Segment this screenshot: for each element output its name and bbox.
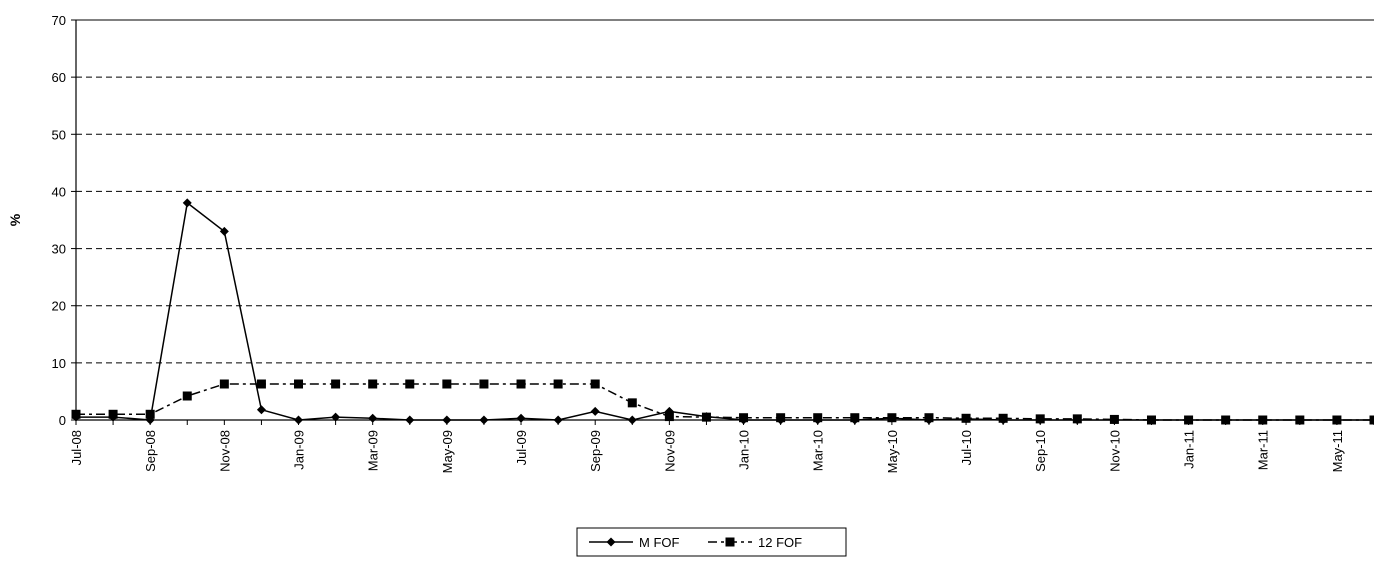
data-point xyxy=(1146,415,1156,425)
x-tick-label: Mar-09 xyxy=(366,430,381,471)
legend-marker xyxy=(725,537,735,547)
series-12-fof xyxy=(71,379,1374,425)
y-tick-label: 30 xyxy=(52,242,66,257)
series-line xyxy=(76,201,1374,421)
x-tick-label: Sep-10 xyxy=(1033,430,1048,472)
legend-item: M FOF xyxy=(589,535,679,550)
data-point xyxy=(479,379,489,389)
y-tick-label: 10 xyxy=(52,356,66,371)
x-tick-label: Sep-09 xyxy=(588,430,603,472)
data-point xyxy=(71,409,81,419)
y-tick-label: 70 xyxy=(52,13,66,28)
x-tick-label: Jul-09 xyxy=(514,430,529,465)
x-tick-label: Nov-09 xyxy=(662,430,677,472)
data-point xyxy=(664,412,674,422)
data-point xyxy=(368,379,378,389)
x-tick-label: Mar-11 xyxy=(1256,430,1271,470)
data-point xyxy=(1295,415,1305,425)
data-point xyxy=(1184,415,1194,425)
data-point xyxy=(887,413,897,423)
data-point xyxy=(108,409,118,419)
gridlines xyxy=(76,19,1374,364)
y-tick-label: 20 xyxy=(52,299,66,314)
x-tick-label: May-09 xyxy=(440,430,455,473)
x-tick-label: Jul-10 xyxy=(959,430,974,465)
data-point xyxy=(256,405,266,415)
x-tick-label: May-10 xyxy=(885,430,900,473)
y-tick-label: 60 xyxy=(52,70,66,85)
data-point xyxy=(1332,415,1342,425)
data-point xyxy=(1369,415,1374,425)
series xyxy=(71,198,1374,425)
x-tick-labels: Jul-08 Sep-08 Nov-08 Jan-09 Mar-09 May-09 Jul-… xyxy=(69,430,1345,473)
series-line xyxy=(76,383,1374,421)
data-point xyxy=(182,391,192,401)
data-point xyxy=(1258,415,1268,425)
axes xyxy=(71,19,1374,425)
data-point xyxy=(294,415,304,425)
legend-marker xyxy=(606,537,616,547)
data-point xyxy=(1109,414,1119,424)
data-point xyxy=(998,413,1008,423)
data-point xyxy=(219,226,229,236)
data-point xyxy=(627,398,637,408)
data-point xyxy=(294,379,304,389)
data-point xyxy=(442,379,452,389)
x-tick-label: Nov-10 xyxy=(1107,430,1122,472)
x-tick-label: Sep-08 xyxy=(143,430,158,472)
data-point xyxy=(553,415,563,425)
x-tick-label: Jan-11 xyxy=(1182,430,1197,469)
data-point xyxy=(961,413,971,423)
data-point xyxy=(479,415,489,425)
data-point xyxy=(405,415,415,425)
data-point xyxy=(368,413,378,423)
data-point xyxy=(590,379,600,389)
data-point xyxy=(256,379,266,389)
legend-label: M FOF xyxy=(639,535,679,550)
data-point xyxy=(776,413,786,423)
data-point xyxy=(405,379,415,389)
data-point xyxy=(1221,415,1231,425)
data-point xyxy=(553,379,563,389)
data-point xyxy=(145,409,155,419)
data-point xyxy=(182,198,192,208)
data-point xyxy=(590,406,600,416)
y-tick-label: 40 xyxy=(52,184,66,199)
legend: M FOF 12 FOF xyxy=(576,527,847,557)
data-point xyxy=(1035,414,1045,424)
x-tick-label: Nov-08 xyxy=(217,430,232,472)
x-tick-label: Mar-10 xyxy=(811,430,826,471)
data-point xyxy=(516,379,526,389)
data-point xyxy=(442,415,452,425)
data-point xyxy=(219,379,229,389)
legend-item: 12 FOF xyxy=(708,535,802,550)
data-point xyxy=(331,412,341,422)
y-tick-label: 50 xyxy=(52,127,66,142)
data-point xyxy=(331,379,341,389)
y-axis-label: % xyxy=(7,213,23,226)
data-point xyxy=(516,413,526,423)
data-point xyxy=(701,412,711,422)
data-point xyxy=(850,413,860,423)
x-tick-label: Jan-09 xyxy=(292,430,307,470)
x-tick-label: Jul-08 xyxy=(69,430,84,465)
data-point xyxy=(1072,414,1082,424)
data-point xyxy=(739,413,749,423)
data-point xyxy=(813,413,823,423)
data-point xyxy=(924,413,934,423)
y-tick-labels: 0 10 20 30 40 50 60 70 xyxy=(52,13,66,428)
legend-label: 12 FOF xyxy=(758,535,802,550)
x-tick-label: May-11 xyxy=(1330,430,1345,472)
x-tick-label: Jan-10 xyxy=(737,430,752,470)
y-tick-label: 0 xyxy=(59,413,66,428)
data-point xyxy=(627,415,637,425)
series-m-fof xyxy=(71,198,1374,425)
